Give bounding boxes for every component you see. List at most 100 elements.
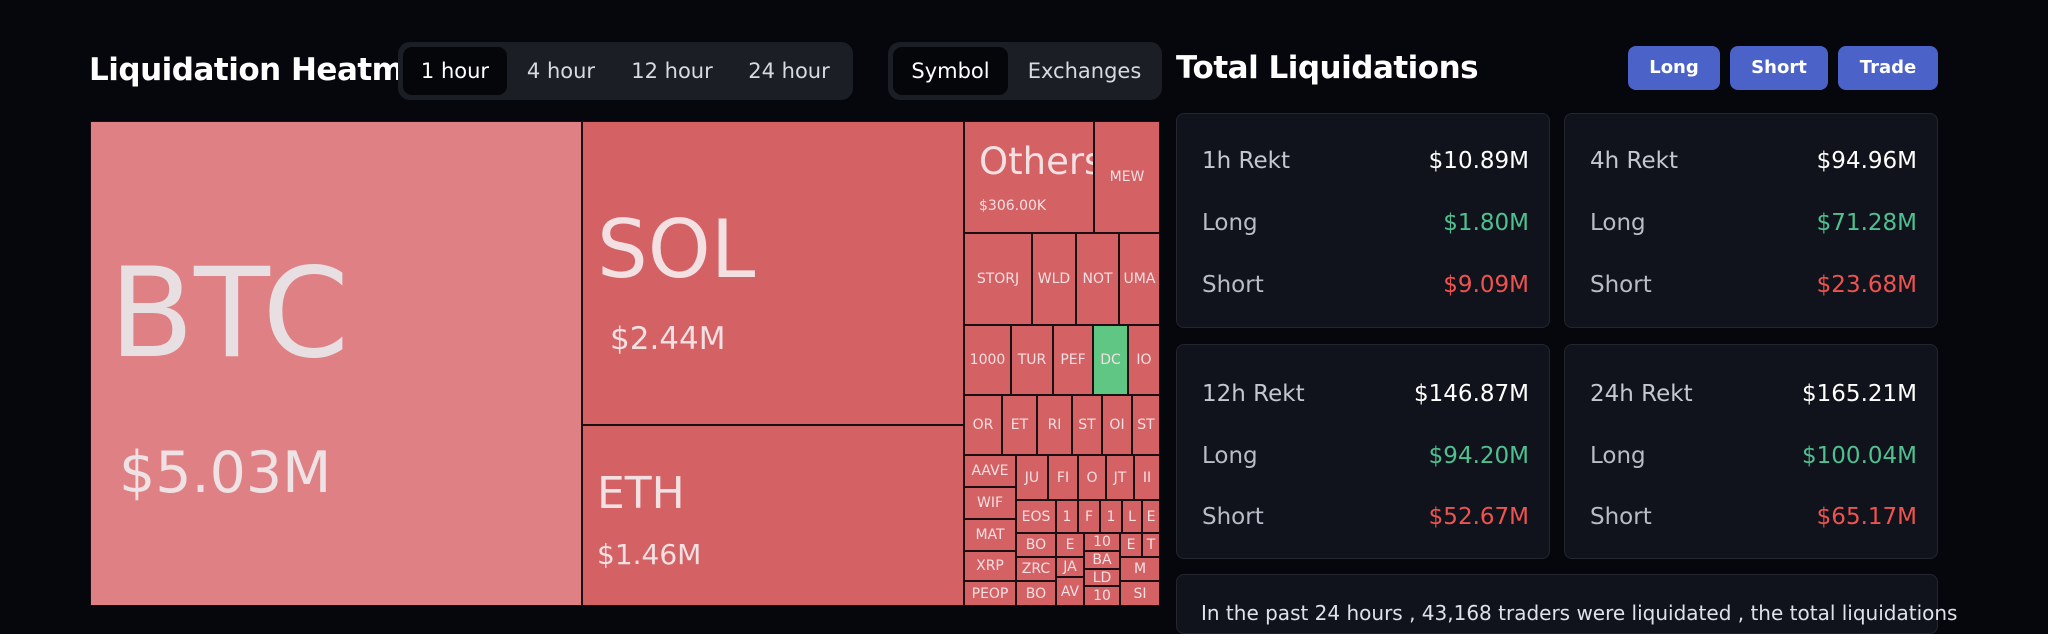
- tile-peop[interactable]: PEOP: [964, 581, 1016, 606]
- tile-eth[interactable]: ETH $1.46M: [582, 425, 964, 606]
- tile-st[interactable]: ST: [1072, 395, 1102, 455]
- card-label: 4h Rekt: [1590, 148, 1678, 174]
- tile-label: AAVE: [971, 463, 1009, 479]
- tab-symbol[interactable]: Symbol: [893, 47, 1008, 95]
- tile-m[interactable]: M: [1120, 557, 1160, 581]
- tile-io[interactable]: IO: [1128, 325, 1160, 395]
- tile-oi[interactable]: OI: [1102, 395, 1132, 455]
- tile-label: EOS: [1021, 508, 1051, 525]
- tile-btc[interactable]: BTC $5.03M: [90, 121, 582, 606]
- tile-mat[interactable]: MAT: [964, 519, 1016, 551]
- long-label: Long: [1202, 210, 1258, 236]
- tile-uma[interactable]: UMA: [1119, 233, 1160, 325]
- tile-label: PEOP: [971, 585, 1009, 602]
- tile-et[interactable]: ET: [1002, 395, 1037, 455]
- tile-ba[interactable]: BA: [1084, 551, 1120, 569]
- tile-sol-symbol: SOL: [597, 203, 756, 296]
- summary-text: In the past 24 hours , 43,168 traders we…: [1201, 601, 1958, 625]
- tile-label: E: [1065, 537, 1075, 553]
- tile-fi[interactable]: FI: [1048, 455, 1078, 500]
- tab-24-hour[interactable]: 24 hour: [748, 59, 830, 83]
- card-total: $10.89M: [1428, 148, 1529, 174]
- tile-10-2[interactable]: 10: [1084, 586, 1120, 606]
- tile-aave[interactable]: AAVE: [964, 455, 1016, 487]
- trade-button[interactable]: Trade: [1838, 46, 1938, 90]
- card-label: 1h Rekt: [1202, 148, 1290, 174]
- tile-label: BO: [1025, 537, 1047, 553]
- tile-label: II: [1142, 469, 1152, 486]
- long-label: Long: [1590, 210, 1646, 236]
- card-total: $94.96M: [1816, 148, 1917, 174]
- tile-dc[interactable]: DC: [1093, 325, 1128, 395]
- tile-label: 10: [1093, 534, 1111, 550]
- rekt-card-4h: 4h Rekt $94.96M Long $71.28M Short $23.68M: [1564, 113, 1938, 328]
- tab-4-hour[interactable]: 4 hour: [526, 59, 596, 83]
- tile-10[interactable]: 10: [1084, 533, 1120, 551]
- tile-not[interactable]: NOT: [1076, 233, 1119, 325]
- tile-label: L: [1128, 508, 1136, 525]
- heatmap-title: Liquidation Heatmap: [89, 52, 446, 88]
- tile-label: NOT: [1082, 271, 1113, 287]
- tile-av[interactable]: AV: [1056, 577, 1084, 606]
- tile-bo[interactable]: BO: [1016, 533, 1056, 557]
- tile-ju[interactable]: JU: [1016, 455, 1048, 500]
- long-label: Long: [1202, 443, 1258, 469]
- tile-e[interactable]: E: [1142, 500, 1160, 533]
- tile-f[interactable]: F: [1078, 500, 1100, 533]
- tile-label: OI: [1109, 417, 1125, 433]
- tab-exchanges[interactable]: Exchanges: [1027, 59, 1142, 83]
- tile-sol[interactable]: SOL $2.44M: [582, 121, 964, 425]
- card-label: 24h Rekt: [1590, 381, 1693, 407]
- tile-label: RI: [1047, 417, 1062, 433]
- tile-1000[interactable]: 1000: [964, 325, 1011, 395]
- rekt-card-12h: 12h Rekt $146.87M Long $94.20M Short $52.67…: [1176, 344, 1550, 559]
- tile-label: ST: [1078, 417, 1096, 433]
- tile-ri[interactable]: RI: [1037, 395, 1072, 455]
- liquidation-summary: In the past 24 hours , 43,168 traders we…: [1176, 574, 1957, 634]
- tile-xrp[interactable]: XRP: [964, 551, 1016, 581]
- tile-t[interactable]: T: [1142, 533, 1160, 557]
- tab-1-hour[interactable]: 1 hour: [403, 47, 507, 95]
- card-total: $165.21M: [1802, 381, 1917, 407]
- tile-eos[interactable]: EOS: [1016, 500, 1056, 533]
- tile-storj[interactable]: STORJ: [964, 233, 1032, 325]
- tile-wld[interactable]: WLD: [1032, 233, 1076, 325]
- tile-label: SI: [1133, 585, 1147, 602]
- tile-o[interactable]: O: [1078, 455, 1106, 500]
- tile-mew[interactable]: MEW: [1094, 121, 1160, 233]
- tile-si[interactable]: SI: [1120, 581, 1160, 606]
- tile-ja[interactable]: JA: [1056, 557, 1084, 577]
- tile-eth-symbol: ETH: [597, 468, 685, 519]
- tile-e-2[interactable]: E: [1056, 533, 1084, 557]
- tile-1-2[interactable]: 1: [1100, 500, 1122, 533]
- tile-jt[interactable]: JT: [1106, 455, 1134, 500]
- short-value: $65.17M: [1816, 504, 1917, 530]
- tile-others[interactable]: Others $306.00K: [964, 121, 1094, 233]
- tile-1[interactable]: 1: [1056, 500, 1078, 533]
- tile-label: E: [1126, 537, 1136, 553]
- tile-l[interactable]: L: [1122, 500, 1142, 533]
- tile-wif[interactable]: WIF: [964, 487, 1016, 519]
- tile-ld[interactable]: LD: [1084, 569, 1120, 586]
- tile-label: M: [1133, 561, 1147, 577]
- tile-e-3[interactable]: E: [1120, 533, 1142, 557]
- tile-tur[interactable]: TUR: [1011, 325, 1053, 395]
- time-range-tabs: 1 hour 4 hour 12 hour 24 hour: [398, 42, 853, 100]
- short-label: Short: [1590, 504, 1652, 530]
- tile-zrc[interactable]: ZRC: [1016, 557, 1056, 581]
- long-value: $100.04M: [1802, 443, 1917, 469]
- tile-label: F: [1084, 508, 1094, 525]
- long-button[interactable]: Long: [1628, 46, 1720, 90]
- short-button[interactable]: Short: [1730, 46, 1828, 90]
- tile-label: E: [1146, 508, 1156, 525]
- tile-others-symbol: Others: [979, 140, 1094, 183]
- tile-label: XRP: [976, 558, 1004, 574]
- tile-sol-value: $2.44M: [610, 321, 726, 357]
- tile-pef[interactable]: PEF: [1053, 325, 1093, 395]
- tab-12-hour[interactable]: 12 hour: [631, 59, 713, 83]
- tile-bo-2[interactable]: BO: [1016, 581, 1056, 606]
- tile-st-2[interactable]: ST: [1132, 395, 1160, 455]
- tile-label: T: [1146, 537, 1156, 553]
- tile-or[interactable]: OR: [964, 395, 1002, 455]
- tile-ii[interactable]: II: [1134, 455, 1160, 500]
